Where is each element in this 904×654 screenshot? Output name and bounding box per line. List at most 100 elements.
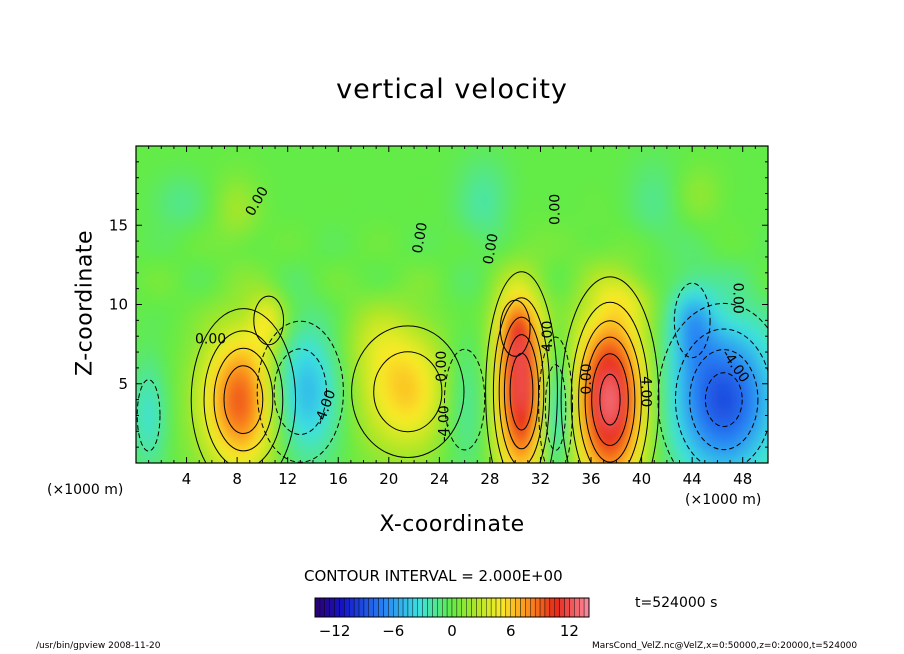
heatmap-cell <box>515 201 523 210</box>
heatmap-cell <box>673 169 681 179</box>
heatmap-cell <box>641 233 649 242</box>
heatmap-cell <box>237 359 245 369</box>
colorbar-swatch <box>500 597 507 618</box>
heatmap-cell <box>521 399 529 409</box>
heatmap-cell <box>180 320 188 329</box>
heatmap-cell <box>407 193 415 203</box>
heatmap-cell <box>692 320 700 329</box>
heatmap-cell <box>369 455 377 463</box>
heatmap-cell <box>186 185 194 195</box>
heatmap-cell <box>224 241 232 250</box>
heatmap-cell <box>420 336 428 345</box>
heatmap-cell <box>508 399 516 409</box>
heatmap-cell <box>262 383 270 393</box>
heatmap-cell <box>698 344 706 353</box>
heatmap-cell <box>572 344 579 353</box>
heatmap-cell <box>458 431 466 440</box>
heatmap-cell <box>344 296 352 306</box>
heatmap-cell <box>660 209 668 218</box>
heatmap-cell <box>452 256 459 266</box>
heatmap-cell <box>205 146 213 155</box>
heatmap-cell <box>610 130 617 139</box>
heatmap-cell <box>692 304 700 314</box>
heatmap-cell <box>742 407 750 417</box>
heatmap-cell <box>477 280 485 290</box>
heatmap-cell <box>420 225 428 234</box>
heatmap-cell <box>136 463 143 472</box>
heatmap-cell <box>761 415 768 424</box>
heatmap-cell <box>597 455 605 463</box>
heatmap-cell <box>692 391 700 401</box>
heatmap-cell <box>218 399 226 409</box>
heatmap-cell <box>433 161 440 171</box>
heatmap-cell <box>546 264 554 274</box>
heatmap-cell <box>262 233 270 242</box>
heatmap-cell <box>237 312 245 321</box>
heatmap-cell <box>307 463 314 472</box>
heatmap-cell <box>154 185 162 195</box>
heatmap-cell <box>666 225 674 234</box>
heatmap-cell <box>363 431 371 440</box>
heatmap-cell <box>445 399 453 409</box>
heatmap-cell <box>331 312 339 321</box>
heatmap-cell <box>717 399 725 409</box>
heatmap-cell <box>610 439 617 448</box>
heatmap-cell <box>401 201 409 210</box>
heatmap-cell <box>559 463 566 472</box>
heatmap-cell <box>312 177 320 187</box>
heatmap-cell <box>692 352 700 361</box>
heatmap-cell <box>774 312 781 321</box>
heatmap-cell <box>698 225 706 234</box>
heatmap-cell <box>206 130 213 139</box>
heatmap-cell <box>578 375 586 385</box>
heatmap-cell <box>723 280 731 290</box>
heatmap-cell <box>192 288 200 298</box>
heatmap-cell <box>306 153 314 163</box>
heatmap-cell <box>622 256 630 266</box>
heatmap-cell <box>218 407 226 417</box>
heatmap-cell <box>483 296 491 306</box>
heatmap-cell <box>268 177 276 187</box>
heatmap-cell <box>484 130 491 139</box>
heatmap-cell <box>610 336 617 345</box>
heatmap-cell <box>249 161 257 171</box>
heatmap-cell <box>281 455 289 463</box>
heatmap-cell <box>502 344 510 353</box>
heatmap-cell <box>654 447 662 456</box>
heatmap-cell <box>622 367 630 377</box>
heatmap-cell <box>319 161 327 171</box>
heatmap-cell <box>167 201 175 210</box>
colorbar-swatch <box>544 597 551 618</box>
heatmap-cell <box>395 391 403 401</box>
heatmap-cell <box>736 431 744 440</box>
heatmap-cell <box>268 447 276 456</box>
heatmap-cell <box>458 177 466 187</box>
heatmap-cell <box>230 336 238 345</box>
heatmap-cell <box>559 264 567 274</box>
heatmap-cell <box>224 367 232 377</box>
heatmap-cell <box>211 312 219 321</box>
heatmap-cell <box>521 383 529 393</box>
heatmap-cell <box>692 193 700 203</box>
heatmap-cell <box>540 320 548 329</box>
heatmap-cell <box>654 193 662 203</box>
heatmap-cell <box>502 193 510 203</box>
heatmap-cell <box>584 169 592 179</box>
heatmap-cell <box>711 447 719 456</box>
heatmap-cell <box>180 415 188 424</box>
heatmap-cell <box>521 288 529 298</box>
heatmap-cell <box>205 423 213 432</box>
heatmap-cell <box>730 193 737 203</box>
heatmap-cell <box>426 288 434 298</box>
heatmap-cell <box>749 209 756 218</box>
heatmap-cell <box>350 161 358 171</box>
heatmap-cell <box>673 249 681 258</box>
heatmap-cell <box>477 225 485 234</box>
heatmap-cell <box>376 185 384 195</box>
heatmap-cell <box>294 161 301 171</box>
heatmap-cell <box>331 272 339 282</box>
heatmap-cell <box>300 280 308 290</box>
heatmap-cell <box>388 344 396 353</box>
heatmap-cell <box>325 447 333 456</box>
heatmap-cell <box>698 264 706 274</box>
